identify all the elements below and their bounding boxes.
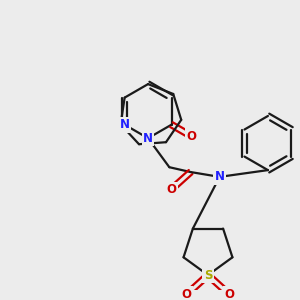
Text: N: N xyxy=(143,132,153,145)
Text: S: S xyxy=(204,268,212,282)
Text: O: O xyxy=(166,183,176,196)
Text: O: O xyxy=(187,130,196,143)
Text: N: N xyxy=(120,118,130,131)
Text: N: N xyxy=(214,170,225,183)
Text: O: O xyxy=(224,288,234,300)
Text: O: O xyxy=(182,288,192,300)
